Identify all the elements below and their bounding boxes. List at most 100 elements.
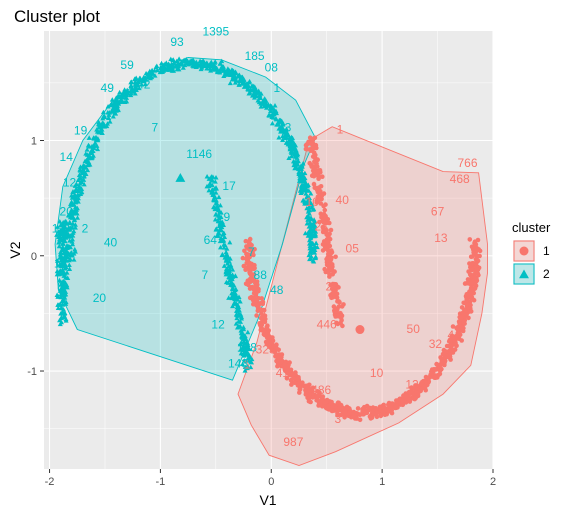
cluster-2-point (107, 119, 113, 124)
cluster-2-point (117, 89, 123, 95)
cluster-1-point (331, 285, 337, 291)
cluster-2-point (241, 358, 248, 363)
cluster-2-point-label: 93 (170, 35, 184, 49)
cluster-2-point (199, 65, 205, 70)
cluster-1-point (296, 381, 302, 387)
cluster-2-point (137, 75, 143, 81)
cluster-1-point (407, 397, 413, 402)
x-tick-label: 2 (490, 476, 496, 488)
cluster-1-point (470, 254, 475, 259)
cluster-2-point (230, 76, 236, 81)
cluster-1-point (296, 375, 301, 380)
cluster-2-point-label: 48 (270, 283, 284, 297)
cluster-1-point (320, 229, 326, 235)
cluster-2-point (99, 120, 105, 125)
cluster-2-point (206, 176, 212, 181)
cluster-2-point (56, 243, 62, 249)
cluster-2-point (66, 224, 72, 230)
cluster-2-point (60, 241, 66, 246)
cluster-1-point (245, 253, 251, 258)
cluster-1-point (393, 404, 399, 409)
x-tick-label: -1 (156, 476, 166, 488)
cluster-2-point (230, 67, 236, 73)
cluster-2-point (190, 59, 196, 64)
cluster-2-point (227, 277, 233, 283)
cluster-2-point (238, 312, 244, 317)
cluster-2-point-label: 1 (273, 81, 280, 95)
cluster-2-point (226, 68, 232, 73)
cluster-1-point (321, 219, 327, 224)
cluster-1-point (394, 398, 399, 403)
cluster-2-point (84, 147, 90, 152)
cluster-2-point-label: 59 (120, 58, 134, 72)
cluster-2-point (85, 142, 92, 148)
cluster-1-point (244, 244, 249, 249)
cluster-2-point (62, 271, 68, 276)
cluster-2-point-label: 64 (204, 233, 218, 247)
cluster-2-point (139, 82, 145, 87)
cluster-2-point (56, 233, 63, 238)
cluster-2-point-label: 9 (224, 210, 231, 224)
cluster-2-point (170, 57, 176, 62)
cluster-1-point (278, 359, 284, 364)
cluster-2-point (60, 302, 66, 307)
cluster-2-point (215, 218, 221, 224)
cluster-2-point (292, 146, 298, 151)
cluster-2-point (200, 58, 206, 63)
cluster-2-point (240, 333, 246, 338)
cluster-2-point (308, 235, 314, 241)
cluster-2-point (249, 83, 255, 88)
cluster-1-point (262, 319, 268, 325)
cluster-2-point-label: 1 (52, 222, 59, 236)
cluster-2-point (142, 81, 148, 87)
cluster-2-point (308, 254, 314, 259)
cluster-1-point (269, 339, 275, 345)
cluster-2-point (133, 80, 139, 85)
cluster-2-point (313, 240, 319, 245)
cluster-1-point (265, 335, 270, 341)
cluster-2-point (58, 227, 64, 233)
cluster-2-point (217, 61, 223, 66)
cluster-2-point (247, 78, 253, 84)
cluster-2-point (216, 194, 222, 200)
cluster-2-point (236, 318, 242, 324)
cluster-1-point-label: 50 (407, 322, 421, 336)
cluster-1-point (303, 383, 309, 389)
cluster-2-point (59, 309, 65, 315)
cluster-1-point-label: 3 (334, 412, 341, 426)
cluster-1-point (247, 247, 252, 252)
cluster-1-point (316, 176, 321, 181)
cluster-1-point (444, 343, 450, 349)
cluster-2-point (77, 172, 83, 178)
cluster-2-point (302, 184, 308, 190)
cluster-1-point (291, 375, 296, 381)
cluster-1-point (255, 308, 261, 314)
cluster-2-point (294, 155, 300, 160)
cluster-1-point (251, 299, 257, 304)
cluster-1-point (467, 237, 473, 242)
cluster-2-point (60, 225, 66, 230)
cluster-1-point (322, 400, 327, 405)
cluster-2-point (269, 111, 276, 116)
cluster-2-point (60, 233, 66, 238)
cluster-2-point (72, 246, 78, 252)
cluster-1-point (457, 320, 462, 326)
cluster-1-point (247, 240, 252, 245)
cluster-2-point (257, 92, 263, 98)
cluster-2-point-label: 8 (57, 279, 64, 293)
cluster-1-point (316, 400, 322, 405)
cluster-2-point (81, 181, 87, 187)
cluster-1-point (452, 334, 458, 340)
cluster-1-point (335, 299, 340, 304)
cluster-1-point (468, 302, 473, 308)
cluster-1-point (371, 411, 377, 416)
cluster-2-point (81, 177, 87, 182)
cluster-2-point (67, 256, 73, 262)
cluster-2-point (112, 98, 118, 104)
cluster-2-point (71, 257, 77, 262)
cluster-2-point (236, 82, 242, 87)
cluster-2-point (60, 283, 66, 288)
cluster-2-point (90, 144, 96, 150)
cluster-2-point (214, 233, 220, 238)
cluster-2-point (132, 82, 139, 87)
